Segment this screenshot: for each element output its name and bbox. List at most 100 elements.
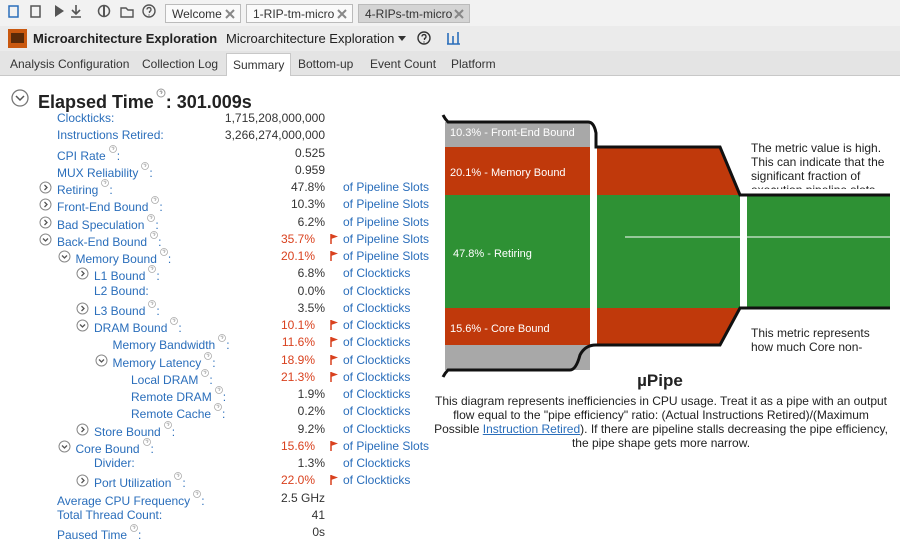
nav-tab[interactable]: Platform <box>451 57 496 71</box>
metric-name[interactable]: Instructions Retired: <box>57 128 164 143</box>
metric-name[interactable]: CPI Rate <box>57 148 106 163</box>
help-icon[interactable] <box>201 368 210 377</box>
expander[interactable] <box>76 319 89 332</box>
help-icon[interactable] <box>150 230 158 239</box>
help-icon[interactable] <box>163 420 172 429</box>
metric-unit[interactable]: of Clockticks <box>343 300 411 315</box>
metric-name-group: Bad Speculation: <box>57 213 159 234</box>
help-ring <box>170 317 179 325</box>
view-selector[interactable]: Microarchitecture Exploration <box>226 31 395 46</box>
expander[interactable] <box>39 216 52 229</box>
help-icon[interactable] <box>193 489 202 498</box>
help-icon[interactable] <box>156 88 166 98</box>
metric-name[interactable]: Retiring <box>57 183 99 197</box>
metric-name[interactable]: Back-End Bound <box>57 234 148 249</box>
help-icon[interactable] <box>147 213 156 222</box>
expander[interactable] <box>58 440 71 453</box>
metric-unit[interactable]: of Pipeline Slots <box>343 249 430 263</box>
metric-name[interactable]: Front-End Bound <box>57 200 149 215</box>
help-icon[interactable] <box>204 351 213 360</box>
dropdown-caret[interactable] <box>398 36 408 42</box>
help-icon[interactable] <box>218 334 227 343</box>
help-icon[interactable] <box>148 299 157 308</box>
help-icon[interactable] <box>151 196 160 205</box>
help-icon[interactable] <box>214 403 222 412</box>
expander[interactable] <box>39 198 52 211</box>
metric-name[interactable]: L1 Bound <box>94 269 146 284</box>
metric-unit[interactable]: of Clockticks <box>343 335 411 350</box>
metric-unit[interactable]: of Clockticks <box>343 404 411 419</box>
metric-name[interactable]: L3 Bound <box>94 303 146 318</box>
description-link[interactable]: Instruction Retired <box>482 422 581 436</box>
metric-name-group: Average CPU Frequency: <box>57 489 205 510</box>
metric-unit[interactable]: of Clockticks <box>343 421 411 436</box>
help-icon[interactable] <box>170 317 179 325</box>
metric-name[interactable]: Port Utilization <box>94 476 172 491</box>
nav-tab[interactable]: Event Count <box>370 57 437 71</box>
help-icon[interactable] <box>141 161 150 170</box>
expander[interactable] <box>76 423 89 436</box>
metric-name[interactable]: DRAM Bound <box>94 321 168 335</box>
metric-name[interactable]: Memory Bound <box>75 252 157 266</box>
help-icon[interactable] <box>148 265 157 274</box>
metric-name[interactable]: Remote Cache <box>131 407 212 422</box>
metric-unit[interactable]: of Clockticks <box>343 369 411 384</box>
nav-tab[interactable]: Summary <box>226 53 292 76</box>
metric-name[interactable]: L2 Bound <box>94 283 146 298</box>
metric-name[interactable]: Core Bound <box>75 441 140 456</box>
help-icon[interactable] <box>174 472 183 481</box>
document-tab[interactable]: 1-RIP-tm-micro <box>246 4 353 23</box>
expander[interactable] <box>95 354 108 367</box>
nav-tab[interactable]: Bottom-up <box>298 57 354 71</box>
expander-chevron <box>61 255 67 259</box>
collapse-toggle[interactable] <box>11 89 29 107</box>
metric-unit[interactable]: of Clockticks <box>343 283 411 298</box>
expander[interactable] <box>76 474 89 487</box>
flag-cloth <box>331 251 338 256</box>
metric-unit[interactable]: of Pipeline Slots <box>343 438 430 453</box>
help-icon[interactable] <box>214 386 223 394</box>
help-icon[interactable] <box>130 524 138 532</box>
metric-name[interactable]: Paused Time <box>57 528 128 542</box>
metric-name[interactable]: Memory Bandwidth <box>112 338 216 353</box>
metric-name[interactable]: Clockticks: <box>57 111 115 125</box>
metric-name[interactable]: Store Bound <box>94 424 161 439</box>
expander[interactable] <box>39 181 52 194</box>
metric-name[interactable]: Divider <box>94 456 132 470</box>
tab-close[interactable] <box>337 9 347 19</box>
document-tab[interactable]: 4-RIPs-tm-micro <box>358 4 470 23</box>
metric-name[interactable]: Average CPU Frequency <box>57 493 191 508</box>
metric-name[interactable]: Bad Speculation <box>57 217 145 232</box>
expander[interactable] <box>58 250 71 263</box>
metric-unit[interactable]: of Clockticks <box>343 352 411 367</box>
metric-row: L1 Bound: 6.8% of Clockticks <box>0 265 440 284</box>
metric-unit[interactable]: of Pipeline Slots <box>343 197 430 212</box>
nav-tab[interactable]: Collection Log <box>142 57 219 71</box>
compare-button[interactable] <box>446 31 462 47</box>
metric-unit[interactable]: of Pipeline Slots <box>343 180 430 194</box>
help-icon[interactable] <box>101 179 110 187</box>
help-icon[interactable] <box>159 248 168 256</box>
metric-unit[interactable]: of Pipeline Slots <box>343 214 430 229</box>
metric-name[interactable]: Local DRAM <box>131 372 199 387</box>
document-tab[interactable]: Welcome <box>165 4 241 23</box>
tab-close[interactable] <box>454 9 464 19</box>
metric-name[interactable]: Total Thread Count: <box>57 507 163 522</box>
metric-unit[interactable]: of Clockticks <box>343 266 411 281</box>
metric-unit[interactable]: of Pipeline Slots <box>343 231 430 246</box>
expander[interactable] <box>39 233 52 246</box>
nav-tab[interactable]: Analysis Configuration <box>10 57 130 71</box>
help-icon[interactable] <box>108 144 117 153</box>
metric-unit[interactable]: of Clockticks <box>343 456 411 470</box>
tab-close[interactable] <box>225 9 235 19</box>
expander[interactable] <box>76 267 89 280</box>
metric-unit[interactable]: of Clockticks <box>343 387 411 401</box>
metric-unit[interactable]: of Clockticks <box>343 318 411 332</box>
metric-unit[interactable]: of Clockticks <box>343 473 411 488</box>
expander[interactable] <box>76 302 89 315</box>
metric-name[interactable]: MUX Reliability <box>57 165 139 180</box>
metric-name[interactable]: Memory Latency <box>112 355 202 370</box>
help-icon[interactable] <box>142 437 151 446</box>
metric-name[interactable]: Remote DRAM <box>131 390 212 404</box>
help-button[interactable] <box>417 31 433 47</box>
